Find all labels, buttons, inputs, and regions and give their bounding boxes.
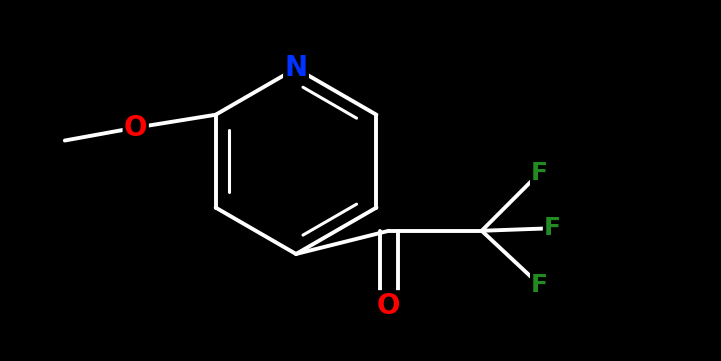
Text: F: F: [544, 216, 561, 240]
Text: F: F: [531, 161, 548, 185]
Text: F: F: [531, 273, 548, 297]
Text: N: N: [285, 55, 308, 82]
Text: O: O: [124, 114, 148, 142]
Text: O: O: [377, 292, 401, 319]
